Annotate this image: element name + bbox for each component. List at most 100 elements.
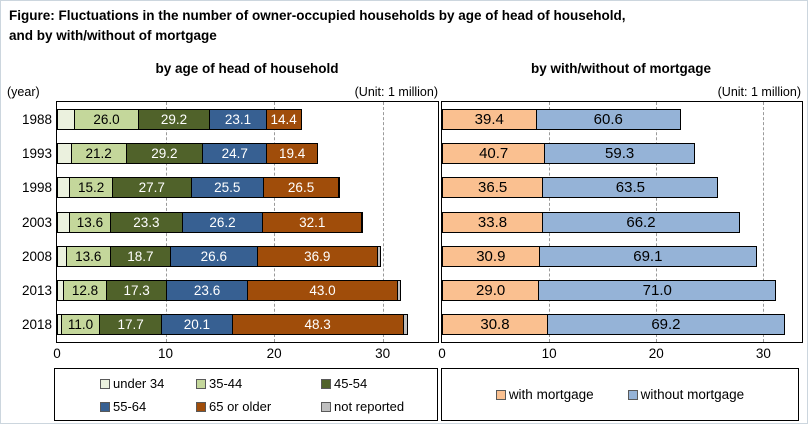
under-34-swatch-icon <box>100 378 110 389</box>
segment-value-label: 20.1 <box>183 317 211 333</box>
bar-2018: 30.8 69.2 <box>442 314 786 336</box>
legend-item-label: 45-54 <box>334 376 368 391</box>
gridline-30 <box>763 102 765 342</box>
bar-segment-not-reported <box>396 280 402 302</box>
bar-segment-without-mortgage: 69.1 <box>538 245 758 267</box>
bar-2003: 13.6 23.3 26.2 32.1 <box>57 211 369 233</box>
segment-value-label: 30.9 <box>476 247 506 265</box>
legend-item-under-34: under 34 <box>100 376 164 391</box>
legend-item-label: without mortgage <box>640 387 745 402</box>
segment-value-label: 26.5 <box>287 180 315 196</box>
bar-segment-45-54: 17.3 <box>106 280 167 302</box>
bar-segment-without-mortgage: 66.2 <box>542 211 740 233</box>
bar-segment-with-mortgage: 29.0 <box>442 280 540 302</box>
figure-title: Figure: Fluctuations in the number of ow… <box>9 6 801 46</box>
bar-segment-45-54: 27.7 <box>111 177 192 199</box>
legend-item-without-mortgage: without mortgage <box>627 387 745 402</box>
bar-segment-35-44: 11.0 <box>60 314 101 336</box>
segment-value-label: 21.2 <box>85 145 112 161</box>
bar-segment-55-64: 23.6 <box>165 280 249 302</box>
bar-segment-65-or-older: 19.4 <box>266 142 318 164</box>
45-54-swatch-icon <box>321 378 331 389</box>
bar-segment-without-mortgage: 71.0 <box>538 280 777 302</box>
gridline-30 <box>382 102 384 342</box>
year-label-2003: 2003 <box>21 214 52 230</box>
segment-value-label: 14.4 <box>270 111 297 127</box>
segment-value-label: 27.7 <box>138 180 165 196</box>
segment-value-label: 69.2 <box>651 316 681 334</box>
segment-value-label: 15.2 <box>77 180 105 196</box>
legend-item-55-64: 55-64 <box>100 399 146 414</box>
age-chart-title: by age of head of household <box>155 61 339 76</box>
bar-1988: 26.0 29.2 23.1 14.4 <box>57 108 306 130</box>
bar-1993: 21.2 29.2 24.7 19.4 <box>57 142 322 164</box>
segment-value-label: 26.0 <box>93 111 120 127</box>
bar-segment-with-mortgage: 40.7 <box>442 142 546 164</box>
bar-segment-65-or-older: 48.3 <box>231 314 404 336</box>
bar-segment-45-54: 29.2 <box>125 142 204 164</box>
segment-value-label: 69.1 <box>633 247 663 265</box>
segment-value-label: 63.5 <box>615 179 645 197</box>
year-label-1993: 1993 <box>21 145 52 161</box>
bar-segment-with-mortgage: 33.8 <box>442 211 544 233</box>
x-tick-label-10: 10 <box>158 346 174 361</box>
bar-segment-65-or-older: 14.4 <box>265 108 302 130</box>
segment-value-label: 26.2 <box>209 214 236 230</box>
bar-segment-35-44: 21.2 <box>70 142 127 164</box>
x-tick-label-0: 0 <box>53 346 61 361</box>
with-mortgage-swatch-icon <box>495 389 506 400</box>
year-label-1998: 1998 <box>21 180 52 196</box>
bar-segment-65-or-older: 26.5 <box>262 177 340 199</box>
bar-segment-not-reported <box>338 177 341 199</box>
bar-segment-without-mortgage: 60.6 <box>535 108 681 130</box>
bar-2013: 29.0 71.0 <box>442 280 777 302</box>
segment-value-label: 13.6 <box>76 214 104 230</box>
not-reported-swatch-icon <box>321 401 331 412</box>
segment-value-label: 23.3 <box>133 214 160 230</box>
bar-segment-without-mortgage: 63.5 <box>542 177 719 199</box>
x-tick-label-20: 20 <box>648 346 664 361</box>
segment-value-label: 43.0 <box>309 283 336 299</box>
segment-value-label: 33.8 <box>477 213 508 231</box>
mortgage-chart-unit-label: (Unit: 1 million) <box>717 85 801 99</box>
segment-value-label: 17.7 <box>117 317 144 333</box>
bar-1998: 15.2 27.7 25.5 26.5 <box>57 177 345 199</box>
bar-segment-45-54: 29.2 <box>137 108 211 130</box>
bar-segment-without-mortgage: 59.3 <box>544 142 695 164</box>
bar-2013: 12.8 17.3 23.6 43.0 <box>57 280 407 302</box>
bar-2018: 11.0 17.7 20.1 48.3 <box>57 314 413 336</box>
segment-value-label: 13.6 <box>75 248 102 264</box>
age-chart-legend: under 34 35-44 45-54 55-64 65 or older not re… <box>54 368 438 421</box>
mortgage-chart-legend: with mortgage without mortgage <box>441 368 799 421</box>
segment-value-label: 32.1 <box>299 214 326 230</box>
legend-item-45-54: 45-54 <box>321 376 367 391</box>
segment-value-label: 29.2 <box>151 145 178 161</box>
mortgage-chart-plot-area: 39.4 60.6 40.7 59.3 36.5 63.5 33.8 66.2 30.9 69.1… <box>438 101 803 361</box>
bar-2008: 13.6 18.7 26.6 36.9 <box>57 245 386 267</box>
bar-1993: 40.7 59.3 <box>442 142 696 164</box>
x-tick-label-0: 0 <box>438 346 446 361</box>
legend-item-with-mortgage: with mortgage <box>495 387 594 402</box>
year-label-2008: 2008 <box>21 248 52 264</box>
segment-value-label: 19.4 <box>278 145 306 161</box>
segment-value-label: 36.5 <box>478 179 508 197</box>
bar-segment-not-reported <box>402 314 408 336</box>
35-44-swatch-icon <box>196 378 206 389</box>
segment-value-label: 59.3 <box>605 144 635 162</box>
figure-title-line2: and by with/without of mortgage <box>9 28 217 43</box>
segment-value-label: 29.2 <box>160 111 188 127</box>
segment-value-label: 25.5 <box>214 180 241 196</box>
age-chart-plot-area: 26.0 29.2 23.1 14.4 1988 21.2 29.2 24.7 19.4 1993… <box>22 101 439 361</box>
legend-item-label: 55-64 <box>113 399 147 414</box>
bar-segment-55-64: 26.6 <box>170 245 258 267</box>
bar-segment-65-or-older: 36.9 <box>256 245 378 267</box>
bar-segment-55-64: 23.1 <box>209 108 267 130</box>
bar-segment-55-64: 26.2 <box>181 211 264 233</box>
55-64-swatch-icon <box>100 401 110 412</box>
segment-value-label: 12.8 <box>71 283 99 299</box>
mortgage-legend-items: with mortgage without mortgage <box>442 369 798 420</box>
age-chart-unit-label: (Unit: 1 million) <box>354 85 438 99</box>
segment-value-label: 71.0 <box>642 282 672 300</box>
mortgage-chart-title: by with/without of mortgage <box>531 61 711 76</box>
